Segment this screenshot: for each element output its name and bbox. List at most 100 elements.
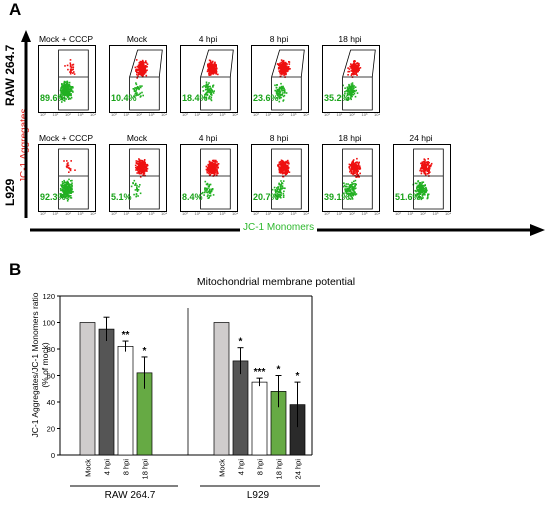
axis-tick-label: 10⁴ [303,211,310,216]
axis-tick-label: 10³ [361,112,368,117]
l929-monomer-percent: 92.3% [40,191,66,202]
panel-b-letter: B [9,260,22,279]
axis-tick-label: 10⁰ [253,112,260,117]
axis-tick-label: 10² [207,112,213,117]
axis-tick-label: 10⁰ [324,112,331,117]
axis-tick-label: 10³ [432,211,439,216]
raw-monomer-percent: 89.6% [40,92,66,103]
axis-tick-label: 10⁰ [253,211,260,216]
category-label: 18 hpi [275,459,284,480]
l929-monomer-percent: 51.6% [395,191,421,202]
axis-tick-label: 10² [65,112,71,117]
axis-tick-label: 10² [136,211,142,216]
y-tick-label: 80 [47,345,55,354]
axis-tick-label: 10⁴ [232,211,239,216]
axis-tick-label: 10⁰ [111,211,118,216]
significance-marker: * [296,371,300,382]
category-label: Mock [218,459,227,477]
axis-tick-label: 10¹ [52,112,59,117]
axis-tick-label: 10² [278,112,284,117]
raw-flow-plot [322,45,380,113]
raw-flow-plot [109,45,167,113]
raw-monomer-percent: 10.4% [111,92,137,103]
raw-plot-title: 8 hpi [269,34,289,44]
l929-plot-title: 18 hpi [338,133,362,143]
significance-marker: ** [122,330,130,341]
axis-tick-label: 10³ [290,112,297,117]
axis-tick-label: 10³ [219,211,226,216]
bar [98,328,115,456]
axis-tick-label: 10² [349,112,355,117]
l929-plot-title: 4 hpi [198,133,218,143]
axis-tick-label: 10⁴ [374,112,381,117]
raw-flow-plot [38,45,96,113]
axis-tick-label: 10¹ [123,112,130,117]
axis-tick-label: 10⁰ [324,211,331,216]
axis-tick-label: 10⁴ [90,112,97,117]
axis-tick-label: 10¹ [336,211,343,216]
significance-marker: * [277,365,281,376]
axis-tick-label: 10¹ [52,211,59,216]
l929-monomer-percent: 5.1% [111,191,132,202]
significance-marker: *** [254,367,266,378]
chart-title: Mitochondrial membrane potential [196,276,356,288]
l929-monomer-percent: 8.4% [182,191,203,202]
axis-tick-label: 10² [65,211,71,216]
axis-tick-label: 10⁰ [40,211,47,216]
axis-tick-label: 10³ [77,112,84,117]
raw-plot-title: 4 hpi [198,34,218,44]
axis-tick-label: 10⁴ [445,211,452,216]
axis-tick-label: 10⁴ [303,112,310,117]
y-tick-label: 100 [42,319,55,328]
axis-tick-label: 10¹ [407,211,414,216]
category-label: 4 hpi [103,459,112,476]
bar [213,322,230,456]
l929-flow-plot [251,144,309,212]
significance-marker: * [143,346,147,357]
l929-flow-plot [109,144,167,212]
axis-tick-label: 10³ [148,211,155,216]
raw-monomer-percent: 23.6% [253,92,279,103]
y-tick-label: 40 [47,398,55,407]
category-label: 8 hpi [122,459,131,476]
category-label: Mock [84,459,93,477]
axis-tick-label: 10¹ [194,211,201,216]
category-label: 8 hpi [256,459,265,476]
l929-plot-title: Mock [126,133,148,143]
raw-plot-title: Mock [126,34,148,44]
axis-tick-label: 10⁰ [395,211,402,216]
axis-tick-label: 10⁰ [40,112,47,117]
axis-tick-label: 10⁴ [161,112,168,117]
raw-flow-plot [251,45,309,113]
y-tick-label: 60 [47,372,55,381]
axis-tick-label: 10¹ [265,211,272,216]
y-tick-label: 0 [51,451,55,460]
axis-tick-label: 10³ [148,112,155,117]
l929-flow-plot [393,144,451,212]
l929-monomer-percent: 20.7% [253,191,279,202]
jc1-monomers-axis-label: JC-1 Monomers [240,222,318,233]
raw-plot-title: Mock + CCCP [38,34,94,44]
group-label-l929: L929 [246,490,270,501]
axis-tick-label: 10⁰ [182,211,189,216]
significance-marker: * [239,337,243,348]
category-label: 24 hpi [294,459,303,480]
bar [251,381,268,456]
bar [232,360,249,456]
raw-monomer-percent: 18.4% [182,92,208,103]
axis-tick-label: 10³ [361,211,368,216]
axis-tick-label: 10² [278,211,284,216]
raw-flow-plot [180,45,238,113]
l929-flow-plot [322,144,380,212]
axis-tick-label: 10² [136,112,142,117]
axis-tick-label: 10³ [219,112,226,117]
axis-tick-label: 10¹ [336,112,343,117]
axis-tick-label: 10³ [290,211,297,216]
axis-tick-label: 10² [207,211,213,216]
bar [79,322,96,456]
axis-tick-label: 10³ [77,211,84,216]
axis-tick-label: 10¹ [265,112,272,117]
axis-tick-label: 10⁴ [232,112,239,117]
category-label: 18 hpi [141,459,150,480]
